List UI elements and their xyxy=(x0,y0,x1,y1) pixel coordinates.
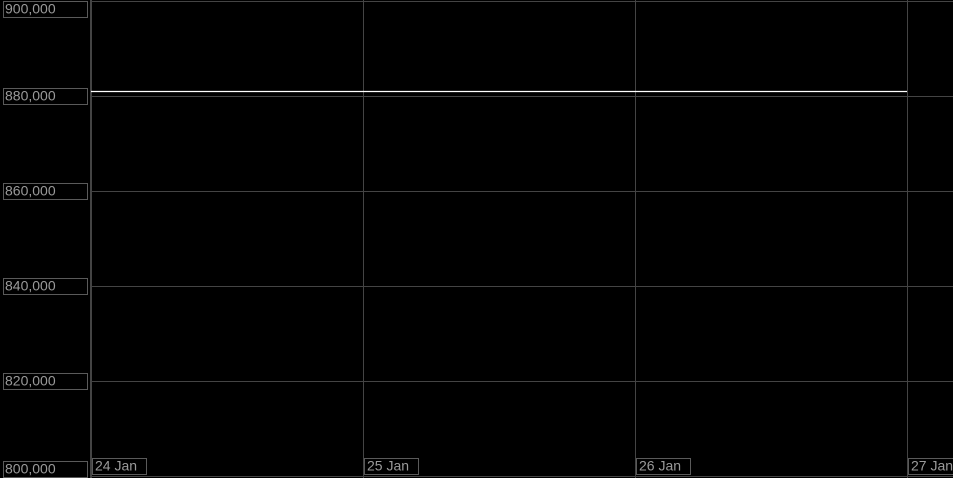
y-tick-label: 820,000 xyxy=(5,373,56,389)
y-tick-label: 840,000 xyxy=(5,278,56,294)
y-tick-label: 800,000 xyxy=(5,461,56,477)
x-tick-box xyxy=(908,458,953,475)
x-tick-label: 25 Jan xyxy=(367,458,409,474)
x-tick-box xyxy=(364,458,419,475)
x-tick-label: 27 Jan xyxy=(911,458,953,474)
y-tick-box xyxy=(3,373,88,390)
y-tick-label: 860,000 xyxy=(5,183,56,199)
x-tick-box xyxy=(636,458,691,475)
x-tick-box xyxy=(92,458,147,475)
y-tick-box xyxy=(3,278,88,295)
y-tick-box xyxy=(3,183,88,200)
y-tick-label: 880,000 xyxy=(5,88,56,104)
y-tick-box xyxy=(3,88,88,105)
y-tick-box xyxy=(3,1,88,18)
x-tick-label: 26 Jan xyxy=(639,458,681,474)
x-tick-label: 24 Jan xyxy=(95,458,137,474)
y-tick-label: 900,000 xyxy=(5,1,56,17)
